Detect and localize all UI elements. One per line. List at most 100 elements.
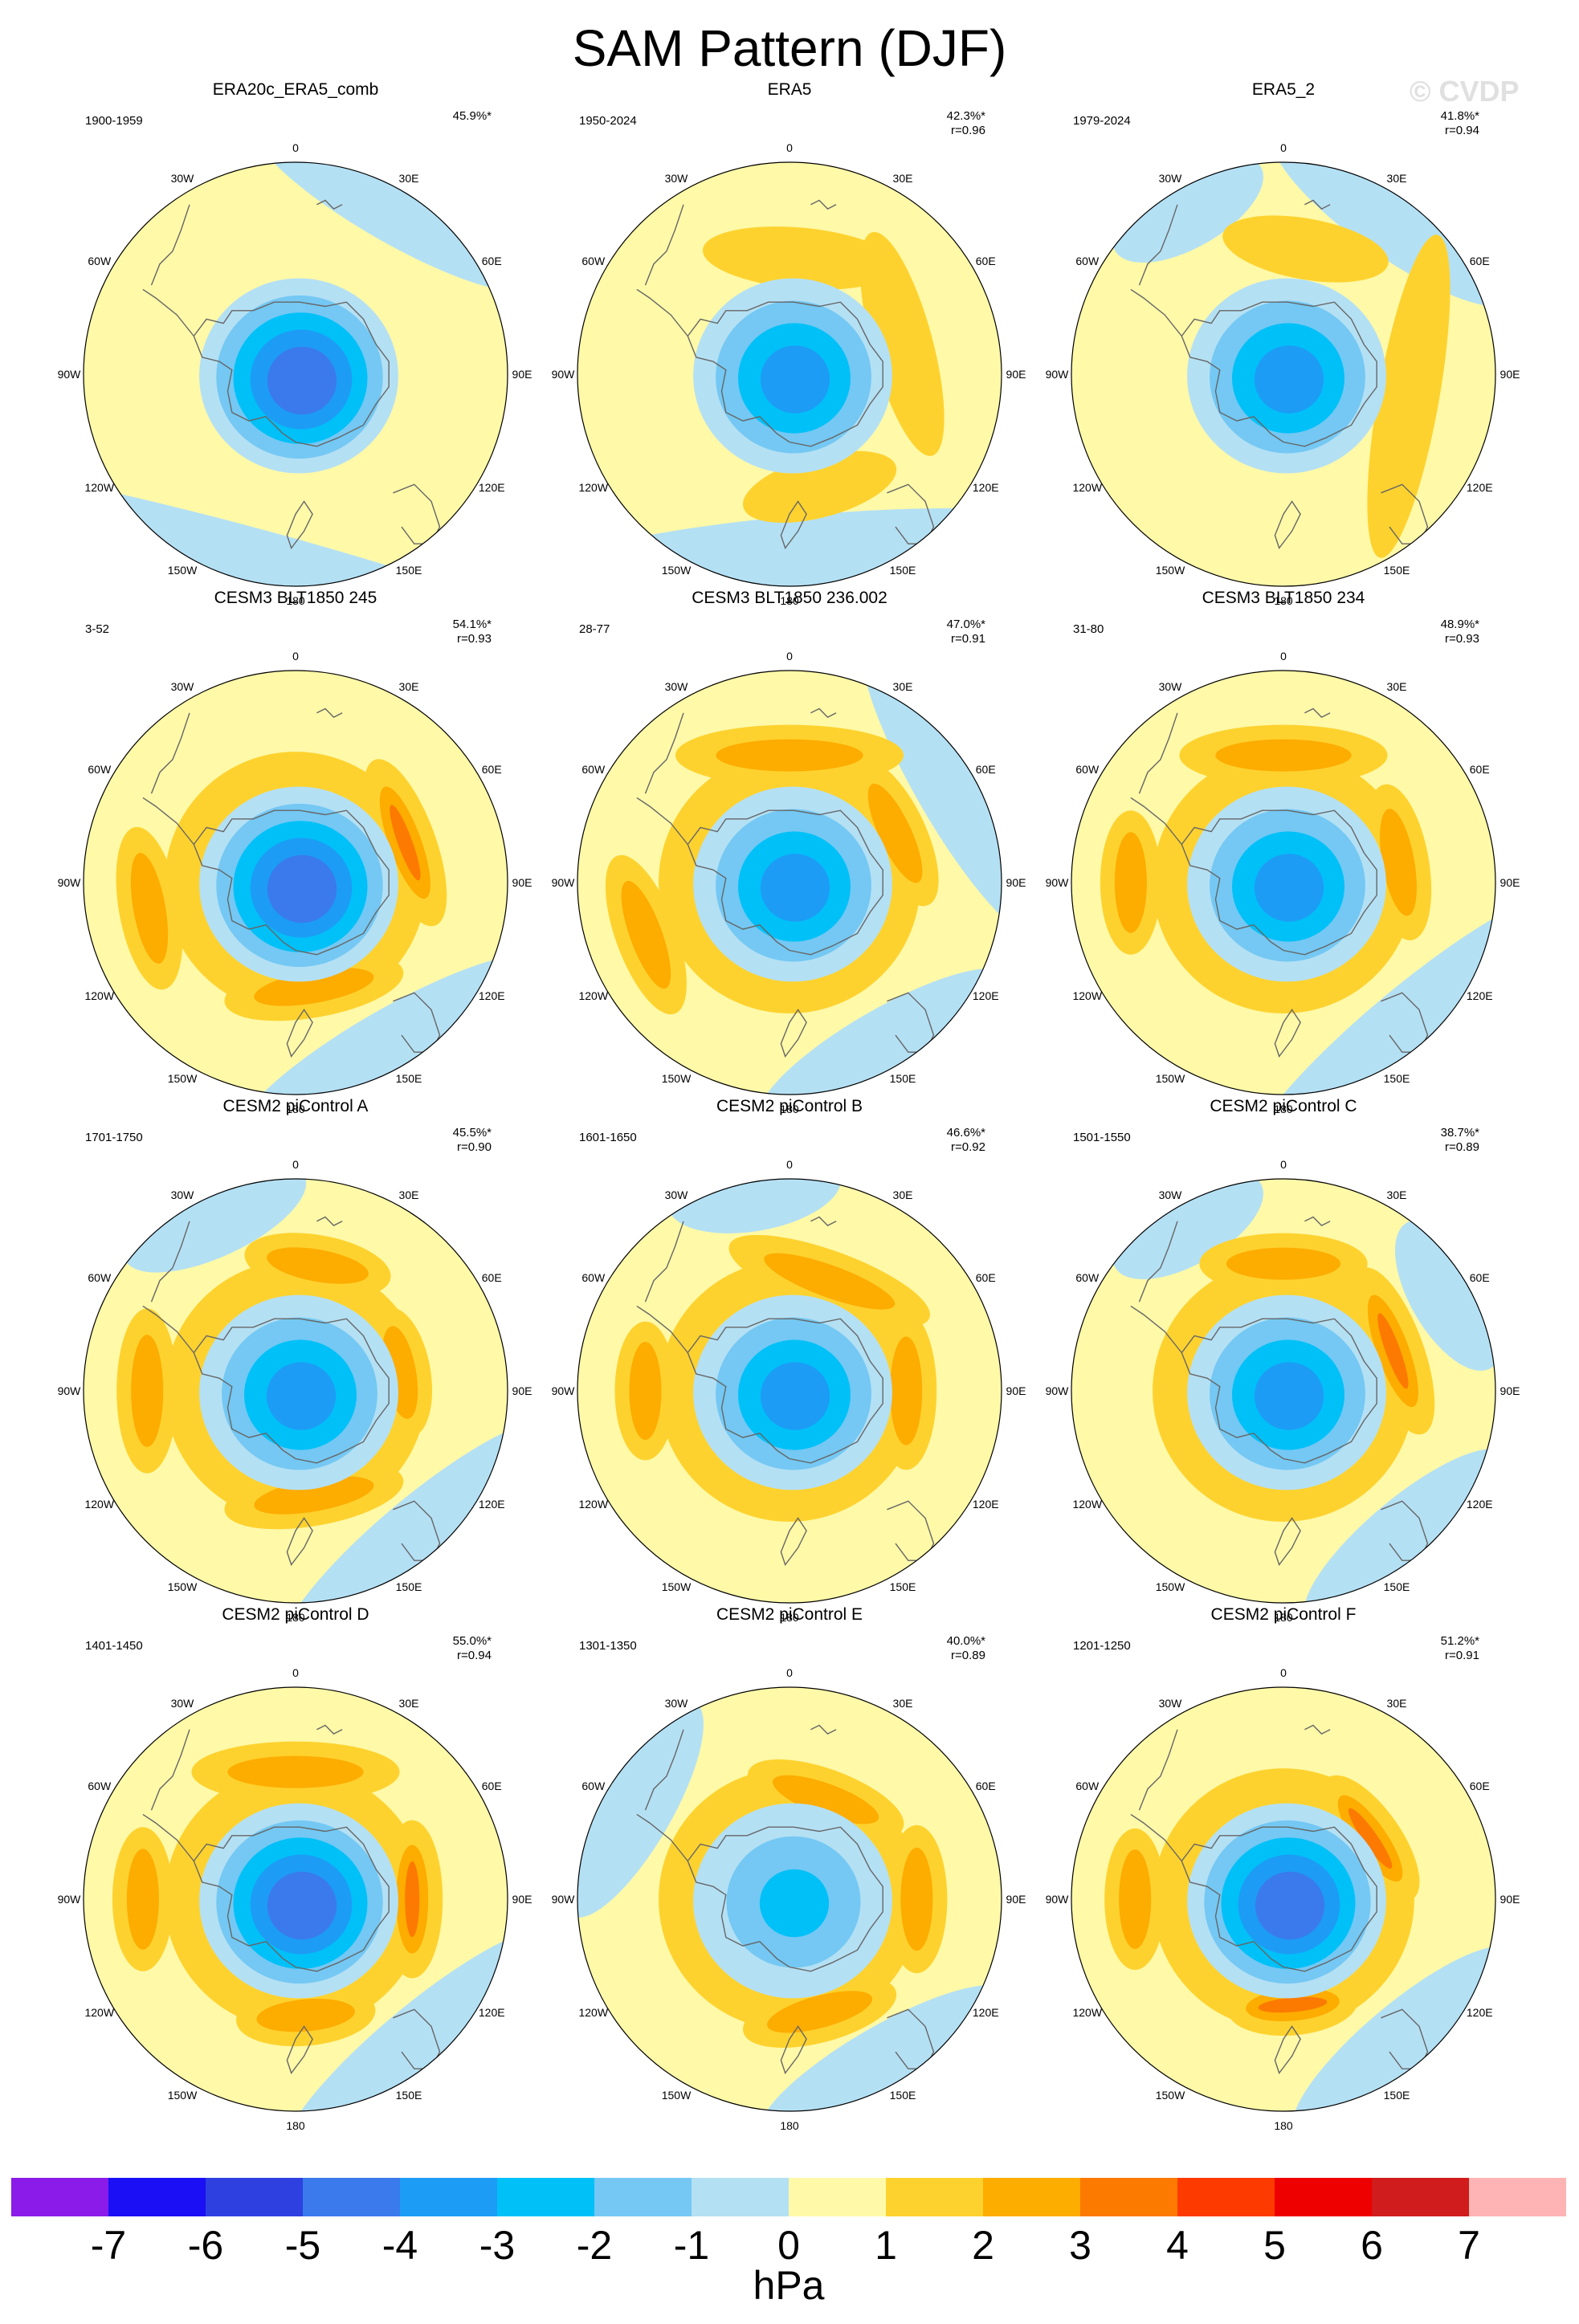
longitude-label: 30W (1158, 171, 1182, 185)
longitude-label: 150E (395, 564, 422, 577)
longitude-label: 120W (84, 1498, 115, 1511)
panel-title: ERA20c_ERA5_comb (212, 80, 379, 99)
longitude-label: 180 (286, 1611, 305, 1624)
colorbar-tick-label: 6 (1361, 2223, 1383, 2268)
panel-period: 1979-2024 (1073, 114, 1131, 128)
map-frame (1071, 1686, 1496, 2112)
map-frame (577, 670, 1002, 1095)
negative-anomaly-region (1394, 1220, 1495, 1371)
panel-stats: 55.0%* r=0.94 (395, 1634, 492, 1663)
longitude-label: 180 (286, 2119, 305, 2132)
polar-map (577, 1686, 1002, 2112)
panel-title: CESM2 piControl B (716, 1097, 863, 1115)
longitude-label: 30W (170, 171, 194, 185)
longitude-label: 90E (1499, 368, 1520, 381)
longitude-label: 30E (1386, 1696, 1407, 1710)
longitude-label: 120W (1072, 481, 1103, 494)
longitude-label: 30W (664, 1188, 688, 1201)
panel-title: CESM2 piControl C (1210, 1097, 1357, 1115)
positive-anomaly-core (1215, 739, 1352, 772)
positive-anomaly-region (1222, 215, 1389, 283)
polar-low-contour (267, 854, 337, 923)
colorbar-swatch (1177, 2178, 1275, 2216)
slp-field (577, 1687, 1002, 2111)
colorbar-tick-label: 1 (875, 2223, 897, 2268)
slp-field (1071, 671, 1495, 1095)
map-frame (577, 161, 1002, 587)
explained-variance: 42.3%* (946, 109, 985, 123)
positive-anomaly-peak (390, 805, 421, 881)
explained-variance: 40.0%* (946, 1634, 985, 1648)
polar-low-contour (267, 346, 337, 415)
longitude-label: 60E (1469, 1780, 1490, 1792)
explained-variance: 45.9%* (452, 109, 492, 123)
longitude-label: 30E (398, 679, 419, 693)
polar-map (83, 670, 508, 1095)
panel-stats: 42.3%* r=0.96 (889, 109, 985, 138)
explained-variance: 54.1%* (452, 618, 492, 631)
longitude-label: 150E (395, 2089, 422, 2102)
colorbar-tick-label: -4 (381, 2223, 418, 2268)
panel-period: 1201-1250 (1073, 1639, 1131, 1653)
map-frame (577, 1178, 1002, 1604)
coastlines (1130, 199, 1429, 549)
longitude-label: 90W (551, 368, 575, 381)
longitude-label: 150E (889, 1580, 916, 1594)
longitude-label: 60W (88, 255, 112, 267)
longitude-label: 60E (975, 763, 996, 776)
colorbar-swatch (789, 2178, 887, 2216)
longitude-label: 90W (1045, 1384, 1069, 1397)
longitude-label: 90W (57, 876, 81, 889)
longitude-label: 90E (1006, 1893, 1026, 1906)
longitude-label: 0 (786, 650, 793, 663)
longitude-label: 120E (972, 481, 999, 494)
longitude-label: 0 (292, 141, 299, 154)
longitude-label: 150W (167, 1580, 198, 1594)
longitude-label: 120W (1072, 2006, 1103, 2019)
longitude-label: 30W (1158, 679, 1182, 693)
panel-stats: 51.2%* r=0.91 (1383, 1634, 1479, 1663)
longitude-label: 150W (167, 2089, 198, 2102)
polar-low-contour (760, 345, 830, 414)
colorbar-tick-label: 2 (972, 2223, 994, 2268)
positive-anomaly-core (126, 1849, 159, 1950)
coastlines (636, 1724, 935, 2074)
longitude-label: 120E (972, 1498, 999, 1511)
longitude-label: 60E (1469, 255, 1490, 267)
longitude-label: 60E (975, 1780, 996, 1792)
polar-map (1071, 161, 1496, 587)
pattern-correlation: r=0.91 (1445, 1649, 1479, 1662)
positive-anomaly-region (702, 226, 897, 290)
longitude-label: 90W (551, 1893, 575, 1906)
polar-map (1071, 670, 1496, 1095)
longitude-label: 30E (398, 171, 419, 185)
slp-field (84, 1687, 508, 2111)
colorbar-swatch (1372, 2178, 1470, 2216)
panel-stats: 38.7%* r=0.89 (1383, 1126, 1479, 1155)
polar-map (1071, 1178, 1496, 1604)
longitude-label: 60E (1469, 1271, 1490, 1284)
longitude-label: 60E (975, 255, 996, 267)
longitude-label: 150W (661, 1072, 692, 1086)
longitude-label: 30E (398, 1188, 419, 1201)
longitude-label: 30W (1158, 1188, 1182, 1201)
map-frame (83, 1178, 508, 1604)
longitude-label: 60E (481, 1780, 502, 1792)
polar-low-contour (1254, 854, 1324, 922)
longitude-label: 120W (84, 989, 115, 1002)
negative-anomaly-region (758, 968, 1002, 1095)
colorbar-tick-label: 5 (1263, 2223, 1286, 2268)
colorbar-swatch (886, 2178, 984, 2216)
longitude-label: 90E (1006, 876, 1026, 889)
map-frame (577, 1686, 1002, 2112)
main-title: SAM Pattern (DJF) (572, 19, 1007, 77)
positive-anomaly-core (254, 968, 374, 1006)
pattern-correlation: r=0.94 (457, 1649, 492, 1662)
longitude-label: 150E (889, 1072, 916, 1086)
negative-anomaly-region (1304, 1449, 1495, 1603)
slp-field (577, 1179, 1002, 1603)
positive-anomaly-core (900, 1847, 933, 1951)
longitude-label: 30W (170, 1188, 194, 1201)
coastlines (142, 1724, 441, 2074)
longitude-label: 30W (664, 679, 688, 693)
